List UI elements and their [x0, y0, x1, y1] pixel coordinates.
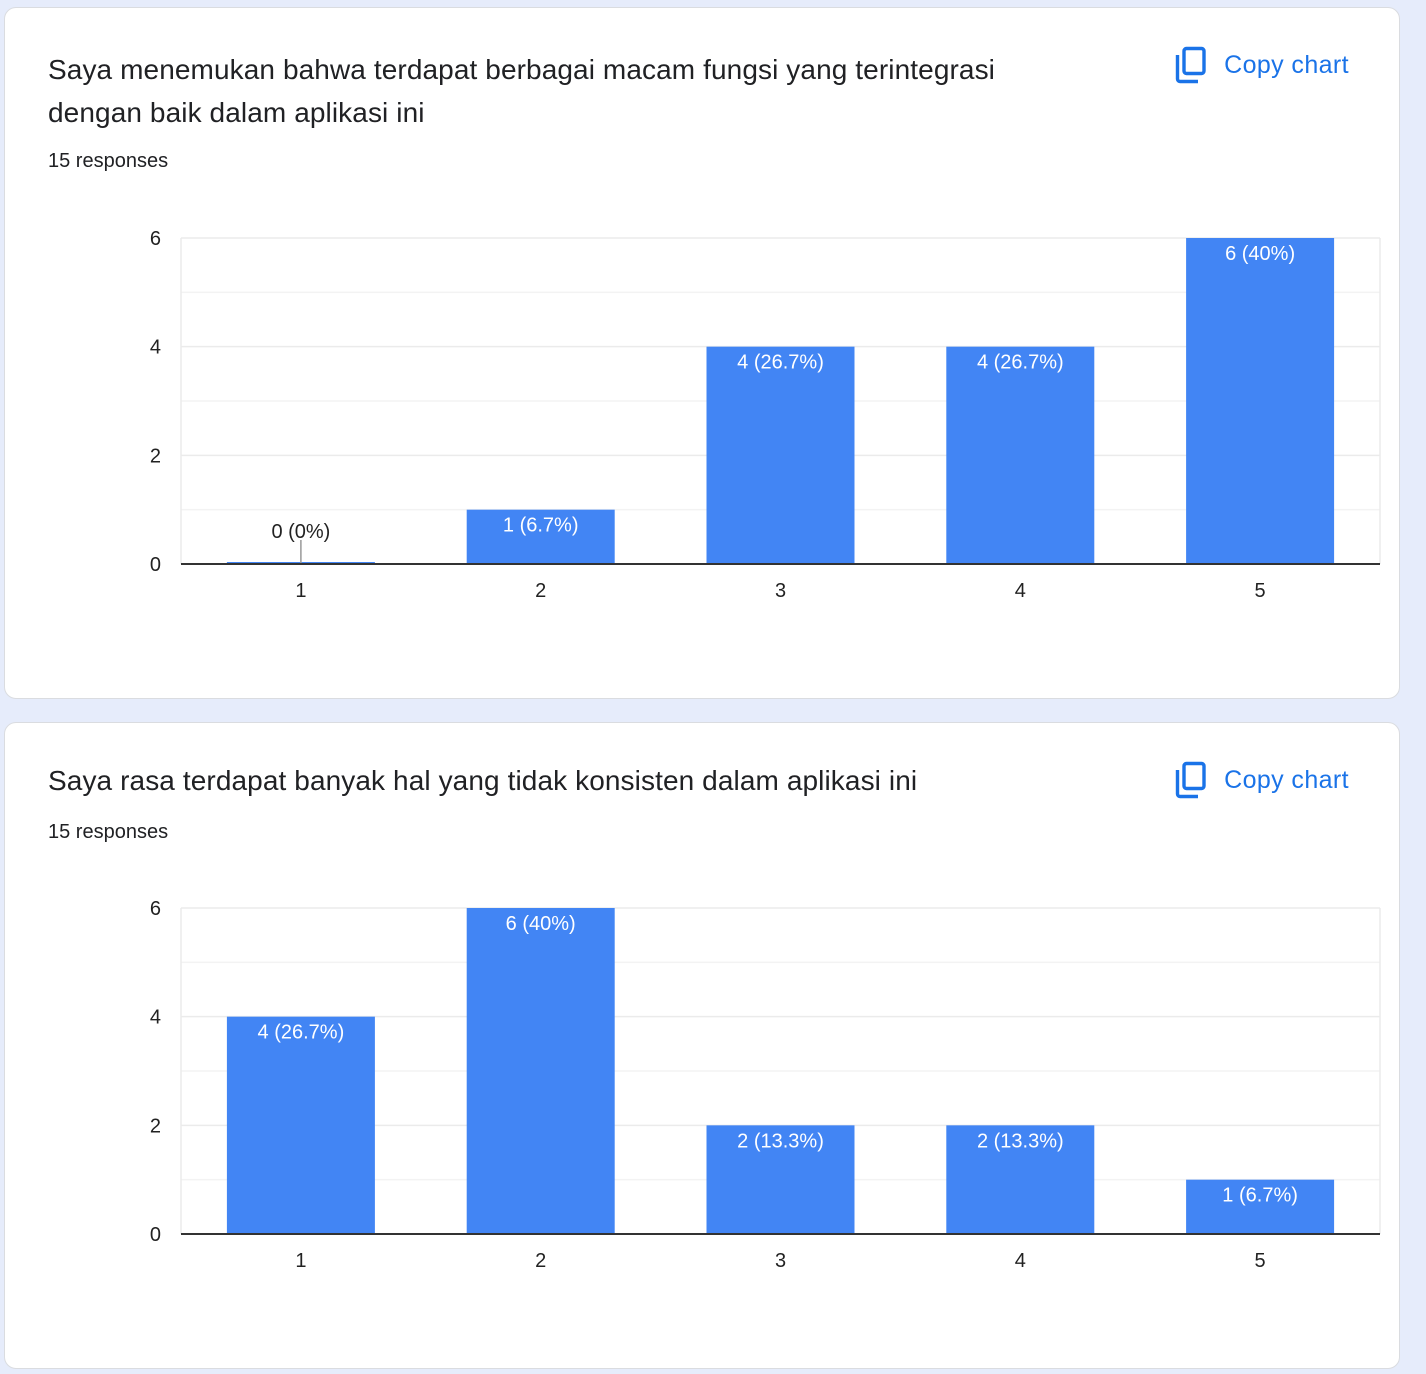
data-label: 6 (40%): [506, 913, 576, 935]
x-tick-label: 1: [295, 580, 306, 602]
bar-chart: 0 2 4 6 0 (0%) 1 1 (6.7%) 2 4 (26.7%) 3 4 (26.7%) 4…: [150, 228, 1381, 602]
data-label: 4 (26.7%): [258, 1022, 345, 1044]
bar: [706, 346, 855, 564]
y-tick-label: 4: [150, 337, 161, 359]
copy-chart-button[interactable]: Copy chart: [1160, 40, 1363, 90]
data-label: 1 (6.7%): [503, 515, 579, 537]
data-label: 6 (40%): [1225, 243, 1295, 265]
y-tick-label: 6: [150, 898, 161, 920]
bar: [1186, 238, 1335, 564]
y-tick-label: 6: [150, 228, 161, 250]
y-tick-label: 0: [150, 554, 161, 576]
copy-chart-button[interactable]: Copy chart: [1160, 755, 1363, 805]
response-count: 15 responses: [48, 150, 169, 172]
x-tick-label: 5: [1255, 580, 1266, 602]
copy-chart-label: Copy chart: [1224, 765, 1349, 794]
y-tick-label: 0: [150, 1224, 161, 1246]
bar: [226, 1016, 375, 1234]
bar: [1186, 1179, 1335, 1234]
data-label: 4 (26.7%): [737, 352, 824, 374]
x-tick-label: 4: [1015, 580, 1026, 602]
x-tick-label: 3: [775, 580, 786, 602]
y-tick-label: 2: [150, 445, 161, 467]
data-label: 4 (26.7%): [977, 352, 1064, 374]
data-label: 0 (0%): [271, 521, 330, 543]
bar: [946, 1125, 1095, 1234]
data-label: 2 (13.3%): [977, 1130, 1064, 1152]
x-tick-label: 2: [535, 1250, 546, 1272]
data-label: 2 (13.3%): [737, 1130, 824, 1152]
data-label: 1 (6.7%): [1222, 1185, 1298, 1207]
x-tick-label: 5: [1255, 1250, 1266, 1272]
y-tick-label: 2: [150, 1115, 161, 1137]
question-card-2: Saya rasa terdapat banyak hal yang tidak…: [4, 722, 1400, 1369]
y-tick-label: 4: [150, 1007, 161, 1029]
question-title: Saya rasa terdapat banyak hal yang tidak…: [48, 765, 918, 796]
x-tick-label: 3: [775, 1250, 786, 1272]
x-tick-label: 1: [295, 1250, 306, 1272]
question-title: Saya menemukan bahwa terdapat berbagai m…: [48, 54, 996, 128]
bar: [706, 1125, 855, 1234]
response-count: 15 responses: [48, 821, 169, 843]
x-tick-label: 2: [535, 580, 546, 602]
bar: [946, 346, 1095, 564]
question-card-1: Saya menemukan bahwa terdapat berbagai m…: [4, 7, 1400, 699]
copy-icon: [1175, 761, 1206, 799]
bar-chart: 0 2 4 6 4 (26.7%) 1 6 (40%) 2 2 (13.3%) 3 2 (13.3%…: [150, 898, 1381, 1272]
bar: [466, 908, 615, 1234]
copy-icon: [1175, 46, 1206, 84]
x-tick-label: 4: [1015, 1250, 1026, 1272]
copy-chart-label: Copy chart: [1224, 50, 1349, 79]
bar: [466, 509, 615, 564]
